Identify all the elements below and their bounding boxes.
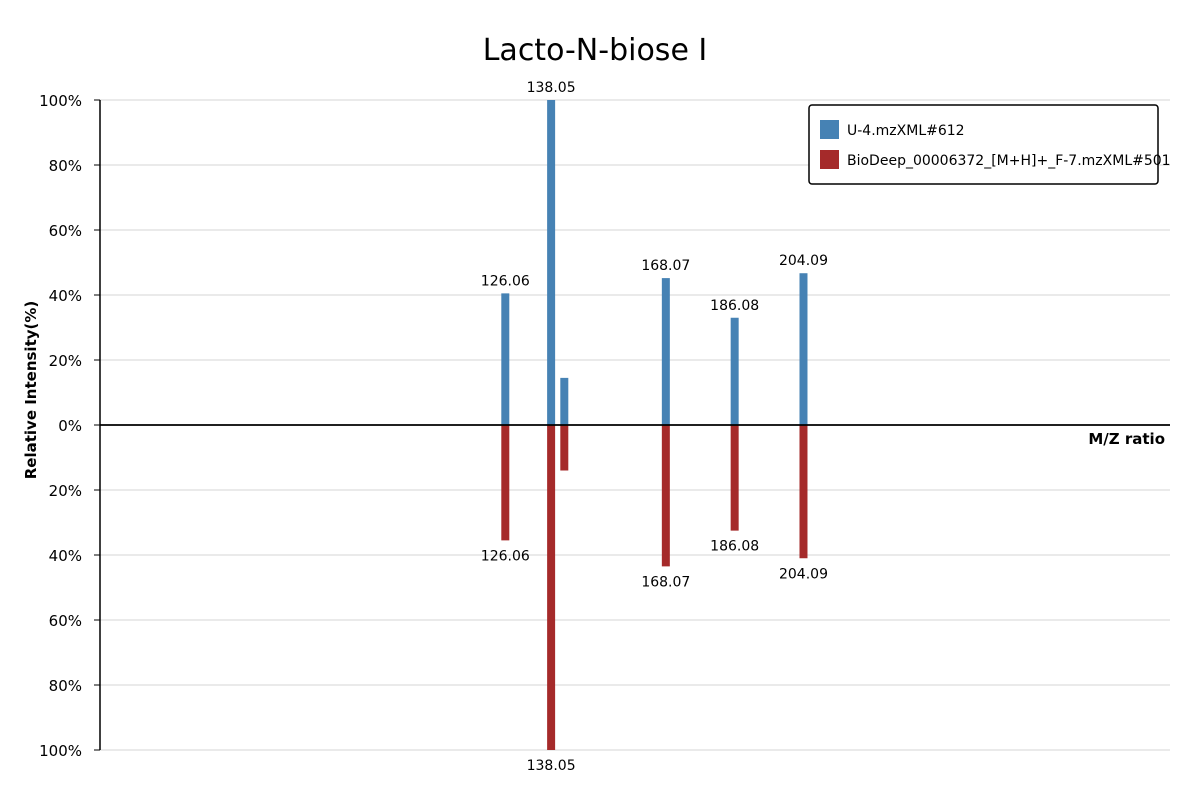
y-tick-label: 40% [49,547,82,565]
grid-lines [100,99,1170,751]
query-peak-bar [799,273,808,425]
reference-peak-label: 204.09 [779,566,828,582]
reference-peak-bar [730,425,739,531]
reference-peak-label: 186.08 [710,539,759,555]
y-tick-label: 40% [49,287,82,305]
peak-labels: 126.06 138.05 168.07 186.08 204.09 126.06 138.… [481,80,828,774]
y-tick-label: 100% [39,92,82,110]
query-peak-bar [560,377,569,425]
reference-peak-bar [560,425,569,471]
y-tick-label: 60% [49,222,82,240]
x-axis-title: M/Z ratio [1088,430,1165,448]
chart-title: Lacto-N-biose I [483,33,708,68]
query-peak-bar [547,100,556,425]
reference-peak-bar [501,425,510,541]
query-peak-label: 186.08 [710,298,759,314]
y-tick-label: 100% [39,742,82,760]
reference-peak-label: 126.06 [481,548,530,564]
legend-swatch-reference [820,150,839,169]
y-axis-title: Relative Intensity(%) [22,301,40,480]
reference-peak-bar [547,425,556,750]
query-peak-label: 168.07 [641,258,690,274]
reference-peak-label: 138.05 [527,758,576,774]
query-peak-label: 126.06 [481,273,530,289]
reference-peak-label: 168.07 [641,574,690,590]
spectrum-bars [501,100,808,750]
query-peak-label: 138.05 [527,80,576,96]
legend-swatch-query [820,120,839,139]
y-tick-label: 0% [58,417,82,435]
legend-label-reference: BioDeep_00006372_[M+H]+_F-7.mzXML#501 [847,153,1171,169]
y-tick-label: 60% [49,612,82,630]
query-peak-bar [501,293,510,425]
legend: U-4.mzXML#612 BioDeep_00006372_[M+H]+_F-… [808,104,1171,185]
y-tick-label: 80% [49,677,82,695]
y-tick-label: 20% [49,352,82,370]
legend-label-query: U-4.mzXML#612 [847,123,965,139]
reference-peak-bar [661,425,670,567]
query-peak-bar [661,278,670,425]
query-peak-bar [730,317,739,425]
y-tick-label: 80% [49,157,82,175]
query-peak-label: 204.09 [779,253,828,269]
legend-box [808,104,1159,185]
reference-peak-bar [799,425,808,559]
y-tick-label: 20% [49,482,82,500]
y-axis-ticks: 100% 80% 60% 40% 20% 0% 20% 40% 60% 80% 100% [39,92,100,760]
